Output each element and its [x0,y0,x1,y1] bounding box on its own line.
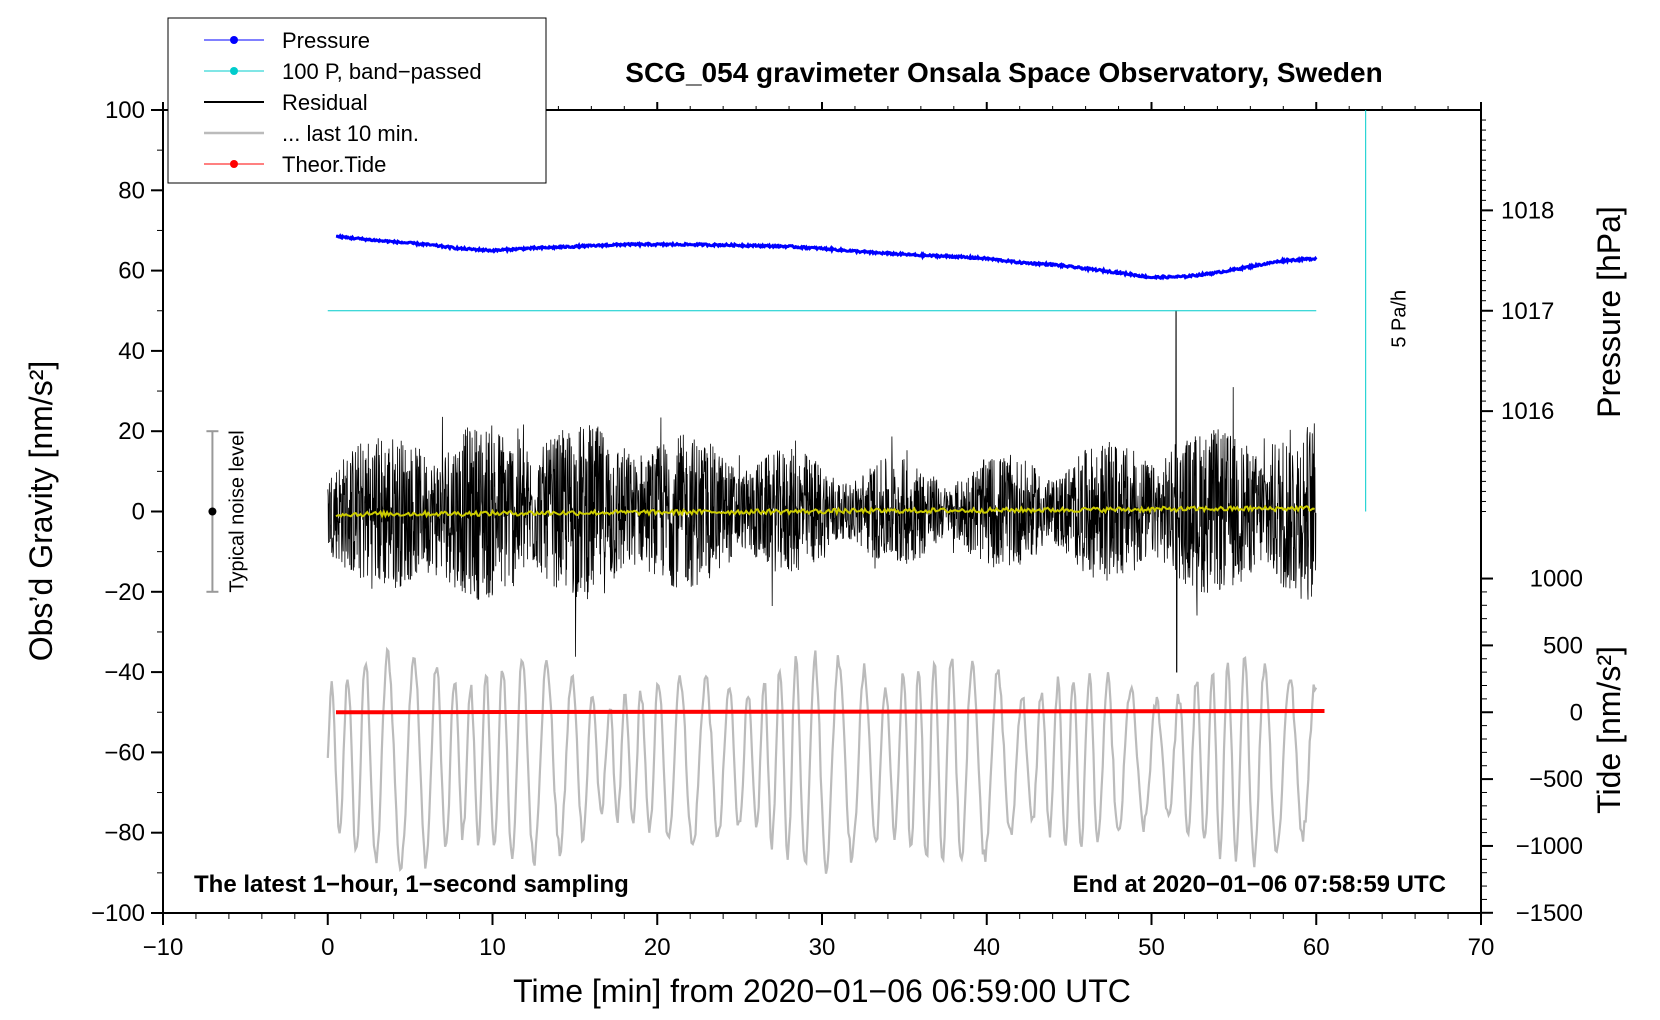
x-tick-label: 40 [973,934,1000,961]
y-tick-label: 80 [118,177,145,204]
annotations: Typical noise level 5 Pa/h [206,110,1411,593]
series-residual [327,310,1317,673]
legend-entry-pressure: Pressure [204,28,370,53]
x-tick-label: 10 [479,934,506,961]
legend-box [167,17,547,184]
y-axis-title-left: Obs’d Gravity [nm/s²] [23,361,59,662]
y-tick-label: 100 [105,97,145,124]
legend-entry-theor-tide: Theor.Tide [204,152,386,177]
legend-label-band-passed: 100 P, band−passed [282,59,482,84]
series-residual-smooth [335,504,1315,520]
legend-entry-last-10-min: ... last 10 min. [204,121,419,146]
tide-tick-label: −1500 [1516,900,1583,927]
x-axis-title: Time [min] from 2020−01−06 06:59:00 UTC [513,973,1131,1009]
legend-label-last-10-min: ... last 10 min. [282,121,419,146]
legend: Pressure 100 P, band−passed Residual ...… [167,17,547,184]
footer-left-label: The latest 1−hour, 1−second sampling [194,871,629,898]
y-tick-label: −40 [104,659,145,686]
series-pressure [335,233,1318,281]
x-tick-label: −10 [143,934,184,961]
pressure-tick-label: 1016 [1501,398,1554,425]
tide-tick-label: 0 [1570,699,1583,726]
tide-tick-label: 500 [1543,632,1583,659]
y-axis-title-pressure: Pressure [hPa] [1591,206,1627,418]
x-tick-label: 0 [321,934,334,961]
series-last-10-min [326,646,1318,874]
footer-right-label: End at 2020−01−06 07:58:59 UTC [1072,871,1446,898]
y-axis-title-tide: Tide [nm/s²] [1591,646,1627,814]
chart-title: SCG_054 gravimeter Onsala Space Observat… [625,57,1382,88]
legend-label-pressure: Pressure [282,28,370,53]
legend-entry-band-passed: 100 P, band−passed [204,59,482,84]
noise-bar-dot [208,507,217,516]
tide-tick-label: −500 [1529,766,1583,793]
x-tick-label: 60 [1303,934,1330,961]
data-series [326,233,1325,874]
x-tick-label: 30 [809,934,836,961]
y-tick-label: 20 [118,418,145,445]
tide-tick-label: −1000 [1516,833,1583,860]
noise-label: Typical noise level [226,430,248,592]
axes-ticks: −10 0 10 20 30 40 50 60 70100806040200−20−40−60−… [91,97,1583,961]
legend-entry-residual: Residual [204,90,368,115]
y-tick-label: 40 [118,338,145,365]
pressure-tick-label: 1017 [1501,298,1554,325]
y-tick-label: 0 [132,499,145,526]
x-tick-label: 70 [1468,934,1495,961]
legend-label-theor-tide: Theor.Tide [282,152,386,177]
legend-label-residual: Residual [282,90,368,115]
y-tick-label: −80 [104,820,145,847]
y-tick-label: −20 [104,579,145,606]
x-tick-label: 20 [644,934,671,961]
y-tick-label: −100 [91,900,145,927]
rate-label: 5 Pa/h [1389,290,1411,348]
y-tick-label: 60 [118,258,145,285]
x-tick-label: 50 [1138,934,1165,961]
pressure-tick-label: 1018 [1501,197,1554,224]
series-theor-tide [335,709,1325,715]
tide-tick-label: 1000 [1530,566,1583,593]
y-tick-label: −60 [104,739,145,766]
